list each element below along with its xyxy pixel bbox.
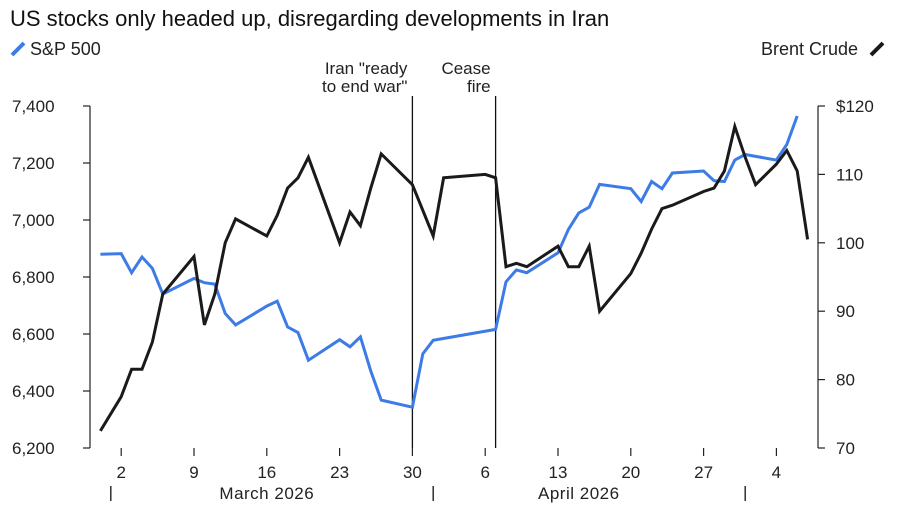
right-axis-tick-label: 110 [836,165,863,184]
x-axis-tick-label: 23 [330,463,349,482]
month-label: March 2026 [219,484,314,503]
x-axis-tick-label: 13 [549,463,568,482]
sp500-line [100,115,799,410]
month-label: April 2026 [538,484,620,503]
brent-legend-swatch [869,41,885,57]
x-axis-tick-label: 6 [480,463,489,482]
legend: S&P 500 Brent Crude [10,39,885,59]
right-axis-tick-label: $120 [836,97,874,116]
brent-line [99,121,810,432]
annotation-text: to end war" [322,77,407,96]
x-axis-tick-label: 4 [772,463,781,482]
x-axis-tick-label: 27 [694,463,713,482]
right-axis-tick-label: 90 [836,302,855,321]
left-axis-tick-label: 7,200 [12,154,55,173]
x-axis-tick-label: 9 [189,463,198,482]
left-axis-tick-label: 6,600 [12,325,55,344]
right-axis-tick-label: 80 [836,371,855,390]
left-axis-tick-label: 6,800 [12,268,55,287]
left-axis-tick-label: 6,200 [12,439,55,458]
right-axis-tick-label: 70 [836,439,855,458]
annotation-text: fire [467,77,491,96]
chart-title: US stocks only headed up, disregarding d… [10,6,610,31]
brent-legend-label: Brent Crude [761,39,858,59]
left-axis-tick-label: 6,400 [12,382,55,401]
x-axis-tick-label: 20 [621,463,640,482]
left-axis-tick-label: 7,000 [12,211,55,230]
sp500-legend-label: S&P 500 [30,39,101,59]
axes: 6,200 6,400 6,600 6,800 7,000 7,200 7,400 70 80 9… [12,97,874,503]
annotation-text: Iran "ready [325,59,408,78]
left-axis-tick-label: 7,400 [12,97,55,116]
series [99,115,810,432]
annotation-text: Cease [441,59,490,78]
x-axis-tick-label: 30 [403,463,422,482]
x-axis-tick-label: 2 [116,463,125,482]
right-axis-tick-label: 100 [836,234,864,253]
x-axis-tick-label: 16 [257,463,276,482]
sp500-legend-swatch [10,41,26,57]
